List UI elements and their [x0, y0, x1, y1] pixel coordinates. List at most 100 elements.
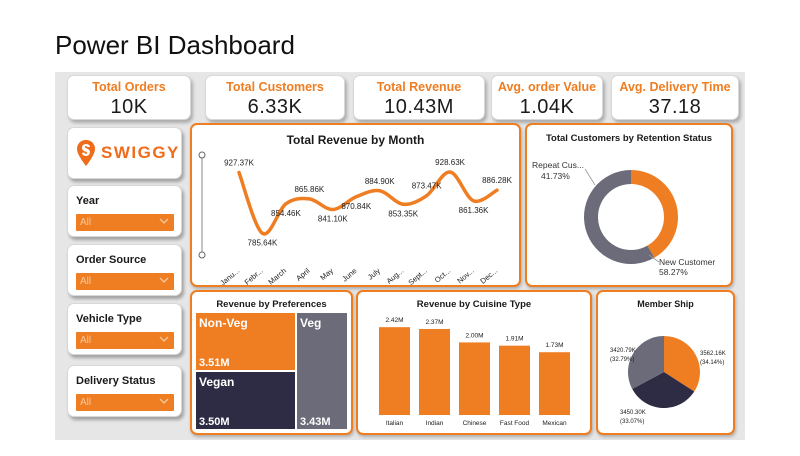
x-tick-label: Indian: [426, 420, 444, 427]
line-point: [284, 202, 288, 206]
revenue-by-cuisine-card[interactable]: Revenue by Cuisine Type 2.42M Italian 2.37…: [356, 290, 592, 435]
bar: [539, 352, 570, 415]
data-label: 873.47K: [412, 182, 442, 191]
slicer-label: Year: [76, 195, 100, 207]
report-canvas: Total Orders 10K Total Customers 6.33K T…: [55, 72, 745, 440]
kpi-avg-order-value[interactable]: Avg. order Value 1.04K: [491, 75, 603, 120]
data-label: 927.37K: [224, 159, 254, 168]
dropdown-value: All: [80, 217, 92, 228]
treemap-label: Non-Veg: [199, 316, 248, 330]
kpi-label: Total Customers: [226, 80, 324, 94]
data-label: 2.37M: [425, 319, 443, 326]
customers-retention-card[interactable]: Total Customers by Retention Status Repe…: [525, 123, 733, 287]
slider-handle: [198, 151, 206, 159]
cuisine-bar-chart[interactable]: 2.42M Italian 2.37M Indian 2.00M Chinese 1.91M…: [358, 292, 590, 433]
kpi-avg-delivery-time[interactable]: Avg. Delivery Time 37.18: [611, 75, 739, 120]
x-tick-label: Chinese: [463, 420, 487, 427]
slicer-label: Order Source: [76, 254, 147, 266]
legend-label: Repeat Cus...: [532, 160, 584, 170]
kpi-total-revenue[interactable]: Total Revenue 10.43M: [353, 75, 485, 120]
x-tick-label: June: [340, 266, 358, 283]
data-label: 58.27%: [659, 267, 688, 277]
chart-title: Total Customers by Retention Status: [545, 133, 713, 144]
treemap-cell-veg[interactable]: Veg 3.43M: [297, 313, 347, 429]
data-label: 841.10K: [318, 215, 348, 224]
kpi-label: Avg. order Value: [497, 80, 597, 94]
line-point: [260, 231, 264, 235]
dropdown-value: All: [80, 335, 92, 346]
x-tick-label: Febr...: [243, 266, 265, 285]
chevron-down-icon: [159, 336, 169, 342]
range-slider-icon: [198, 151, 206, 259]
chart-title: Member Ship: [637, 299, 694, 309]
bar: [459, 342, 490, 415]
brand-logo-card: SWIGGY: [67, 127, 182, 179]
bar: [499, 345, 530, 415]
data-label: 861.36K: [459, 206, 489, 215]
data-label: 854.46K: [271, 209, 301, 218]
line-point: [331, 208, 335, 212]
kpi-label: Total Orders: [92, 80, 166, 94]
swiggy-pin-icon: [77, 140, 95, 166]
data-label: 785.64K: [248, 238, 278, 247]
data-label: 3420.79K: [610, 348, 636, 354]
treemap-label: Vegan: [199, 375, 235, 389]
membership-card[interactable]: Member Ship 3562.16K (34.14%) 3450.30K (33.…: [596, 290, 735, 435]
kpi-value: 10.43M: [384, 96, 454, 118]
treemap-cell-non-veg[interactable]: Non-Veg 3.51M: [196, 313, 295, 370]
kpi-total-customers[interactable]: Total Customers 6.33K: [205, 75, 345, 120]
line-point: [401, 202, 405, 206]
legend-label: New Customer: [659, 257, 715, 267]
revenue-by-preferences-card[interactable]: Revenue by Preferences Non-Veg 3.51M Vegan…: [190, 290, 353, 435]
kpi-value: 37.18: [648, 96, 702, 118]
data-label: (34.14%): [700, 360, 724, 366]
slicer-label: Delivery Status: [76, 375, 156, 387]
line-point: [472, 199, 476, 203]
data-label: 3450.30K: [620, 410, 646, 416]
slicer-label: Vehicle Type: [76, 313, 142, 325]
x-tick-label: April: [294, 266, 312, 283]
preferences-treemap[interactable]: Non-Veg 3.51M Vegan 3.50M Veg 3.43M: [196, 313, 347, 429]
line-point: [495, 188, 499, 192]
line-point: [237, 171, 241, 175]
membership-pie-chart[interactable]: 3562.16K (34.14%) 3450.30K (33.07%) 3420.79K…: [598, 292, 733, 433]
year-dropdown[interactable]: All: [76, 214, 174, 231]
slicer-vehicle-type[interactable]: Vehicle Type All: [67, 303, 182, 355]
line-point: [448, 170, 452, 174]
order-source-dropdown[interactable]: All: [76, 273, 174, 290]
treemap-value: 3.51M: [199, 357, 230, 369]
treemap-cell-vegan[interactable]: Vegan 3.50M: [196, 372, 295, 429]
x-tick-label: Nov...: [455, 266, 475, 285]
brand-name: SWIGGY: [101, 143, 180, 162]
revenue-by-month-card[interactable]: Total Revenue by Month 927.37K Janu... 785…: [190, 123, 521, 287]
data-label: 870.84K: [341, 202, 371, 211]
x-tick-label: Sept...: [406, 266, 428, 285]
kpi-value: 10K: [110, 96, 148, 118]
line-point: [425, 194, 429, 198]
slicer-year[interactable]: Year All: [67, 185, 182, 237]
page-title: Power BI Dashboard: [55, 30, 295, 60]
treemap-label: Veg: [300, 316, 322, 330]
leader-line: [584, 168, 596, 186]
bar: [379, 327, 410, 415]
x-tick-label: Dec...: [478, 266, 499, 285]
revenue-line-chart[interactable]: 927.37K Janu... 785.64K Febr... 854.46K March…: [192, 125, 519, 285]
pie-slice: [632, 372, 695, 408]
x-tick-label: Aug...: [385, 266, 406, 285]
data-label: 1.73M: [545, 342, 563, 349]
line-point: [354, 195, 358, 199]
line-point: [307, 197, 311, 201]
dropdown-value: All: [80, 397, 92, 408]
data-label: 884.90K: [365, 177, 395, 186]
data-label: 3562.16K: [700, 351, 726, 357]
x-tick-label: Fast Food: [500, 420, 530, 427]
vehicle-type-dropdown[interactable]: All: [76, 332, 174, 349]
slicer-delivery-status[interactable]: Delivery Status All: [67, 365, 182, 417]
data-label: 928.63K: [435, 158, 465, 167]
delivery-status-dropdown[interactable]: All: [76, 394, 174, 411]
x-tick-label: Italian: [386, 420, 404, 427]
slicer-order-source[interactable]: Order Source All: [67, 244, 182, 296]
kpi-total-orders[interactable]: Total Orders 10K: [67, 75, 191, 120]
